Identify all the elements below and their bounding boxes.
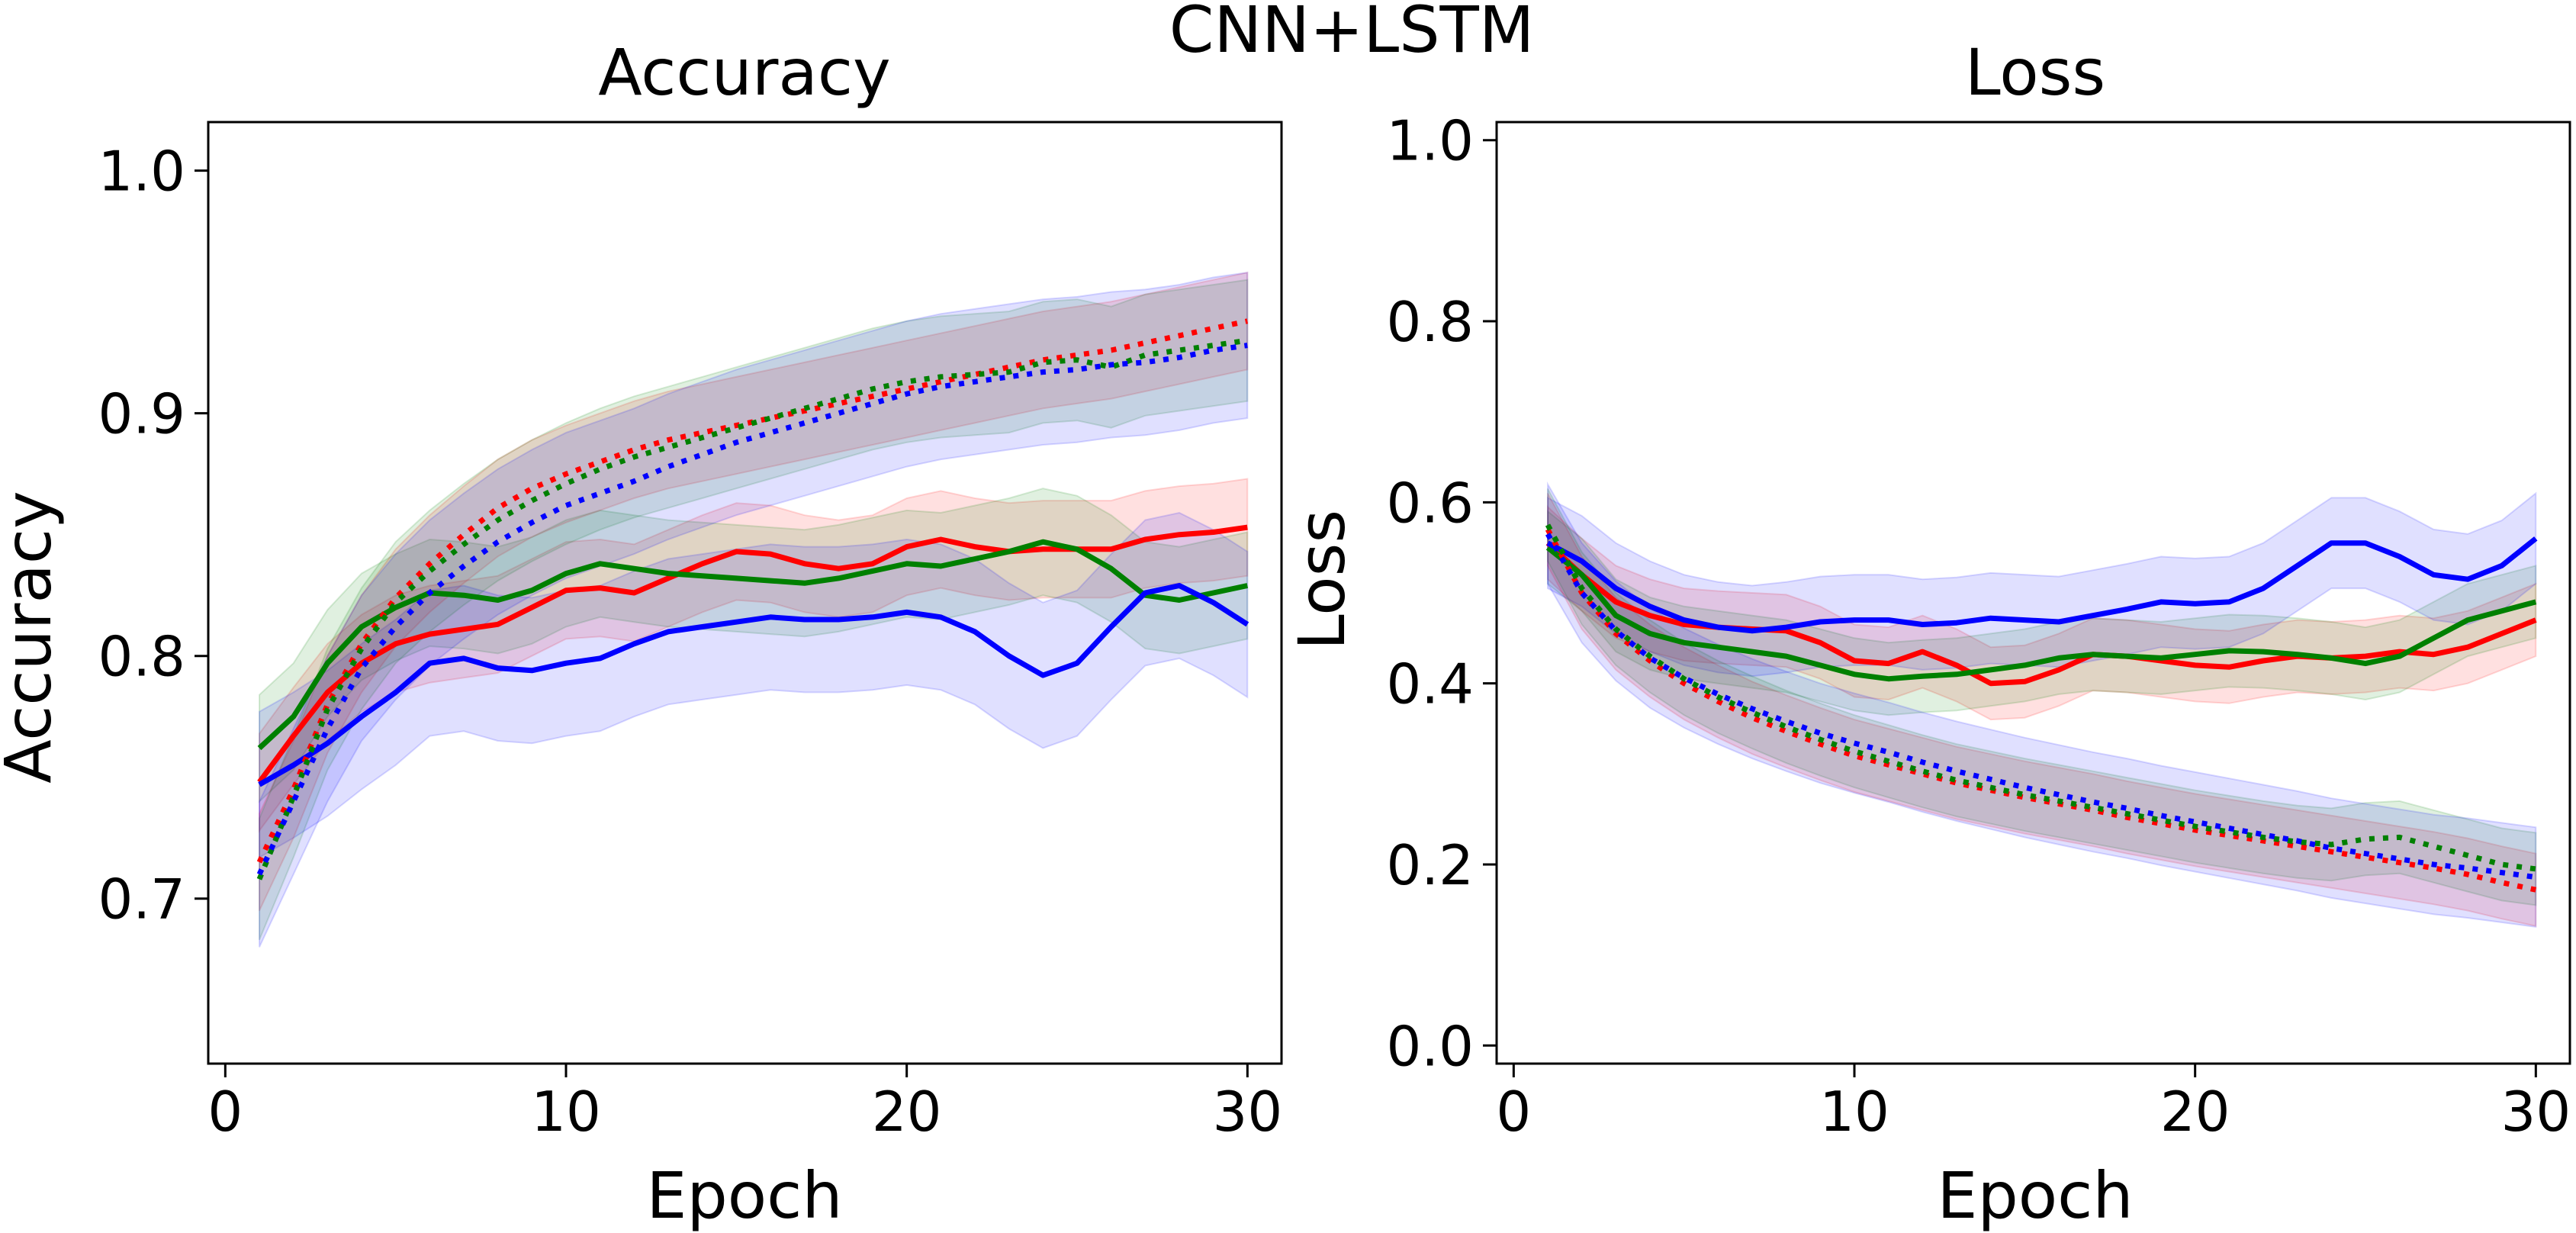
loss-y-tick-label: 0.6: [1386, 471, 1474, 535]
loss-x-axis-label: Epoch: [1937, 1158, 2133, 1233]
loss-panel: Loss Epoch Loss 0 10 20 30 0.0 0.2 0.4 0.6 0.8 1…: [1285, 35, 2571, 1233]
accuracy-panel-title: Accuracy: [598, 35, 891, 110]
accuracy-series-green-solid: [257, 539, 1249, 751]
loss-band-green-solid: [1547, 510, 2537, 716]
accuracy-x-tick-label: 20: [872, 1080, 942, 1144]
loss-y-tick-label: 0.0: [1386, 1014, 1474, 1078]
accuracy-series-green-dotted: [256, 337, 1248, 880]
accuracy-bands: [259, 271, 1249, 948]
accuracy-series-blue-dotted: [256, 343, 1248, 876]
figure-suptitle: CNN+LSTM: [1169, 0, 1535, 67]
loss-series-green-dotted: [1545, 523, 2536, 872]
loss-panel-title: Loss: [1965, 35, 2105, 110]
loss-x-tick-label: 20: [2160, 1080, 2230, 1144]
loss-y-tick-label: 0.2: [1386, 833, 1474, 897]
loss-x-ticks: 0 10 20 30: [1496, 1064, 2571, 1144]
loss-band-blue-dotted: [1547, 481, 2537, 928]
accuracy-x-axis-label: Epoch: [646, 1158, 842, 1233]
accuracy-y-axis-label: Accuracy: [0, 491, 66, 784]
accuracy-band-blue-dotted: [259, 272, 1249, 948]
loss-series-green-solid: [1545, 545, 2537, 682]
accuracy-plot-frame: [207, 121, 1283, 1065]
loss-band-blue-solid: [1547, 491, 2537, 678]
loss-y-axis-label: Loss: [1285, 510, 1359, 650]
loss-y-ticks: 0.0 0.2 0.4 0.6 0.8 1.0: [1386, 109, 1497, 1078]
loss-bands: [1547, 481, 2537, 928]
loss-band-red-solid: [1547, 505, 2537, 721]
accuracy-x-ticks: 0 10 20 30: [207, 1064, 1282, 1144]
accuracy-series-blue-solid: [258, 583, 1249, 787]
loss-lines: [1545, 523, 2538, 893]
accuracy-x-tick-label: 0: [207, 1080, 243, 1144]
loss-y-tick-label: 0.8: [1386, 290, 1474, 354]
accuracy-band-red-solid: [259, 478, 1249, 833]
accuracy-y-tick-label: 1.0: [98, 140, 185, 204]
loss-plot-frame: [1495, 121, 2571, 1065]
accuracy-band-red-dotted: [259, 271, 1249, 912]
loss-y-tick-label: 1.0: [1386, 109, 1474, 173]
loss-series-red-dotted: [1545, 528, 2537, 893]
loss-series-blue-solid: [1546, 536, 2538, 634]
accuracy-series-red-solid: [257, 524, 1248, 784]
accuracy-band-green-dotted: [259, 278, 1249, 941]
accuracy-y-tick-label: 0.7: [98, 868, 185, 932]
accuracy-y-ticks: 0.7 0.8 0.9 1.0: [98, 140, 208, 932]
loss-x-tick-label: 30: [2501, 1080, 2571, 1144]
loss-x-tick-label: 10: [1819, 1080, 1889, 1144]
accuracy-lines: [256, 318, 1249, 880]
loss-y-tick-label: 0.4: [1386, 652, 1474, 716]
loss-x-tick-label: 0: [1496, 1080, 1531, 1144]
loss-band-red-dotted: [1547, 493, 2537, 927]
accuracy-y-tick-label: 0.9: [98, 382, 185, 446]
accuracy-y-tick-label: 0.8: [98, 625, 185, 689]
accuracy-x-tick-label: 30: [1213, 1080, 1283, 1144]
accuracy-band-green-solid: [259, 488, 1249, 803]
accuracy-x-tick-label: 10: [531, 1080, 601, 1144]
loss-series-blue-dotted: [1545, 533, 2536, 880]
accuracy-panel: Accuracy Epoch Accuracy 0 10 20 30 0.70.80.…: [0, 35, 1283, 1233]
